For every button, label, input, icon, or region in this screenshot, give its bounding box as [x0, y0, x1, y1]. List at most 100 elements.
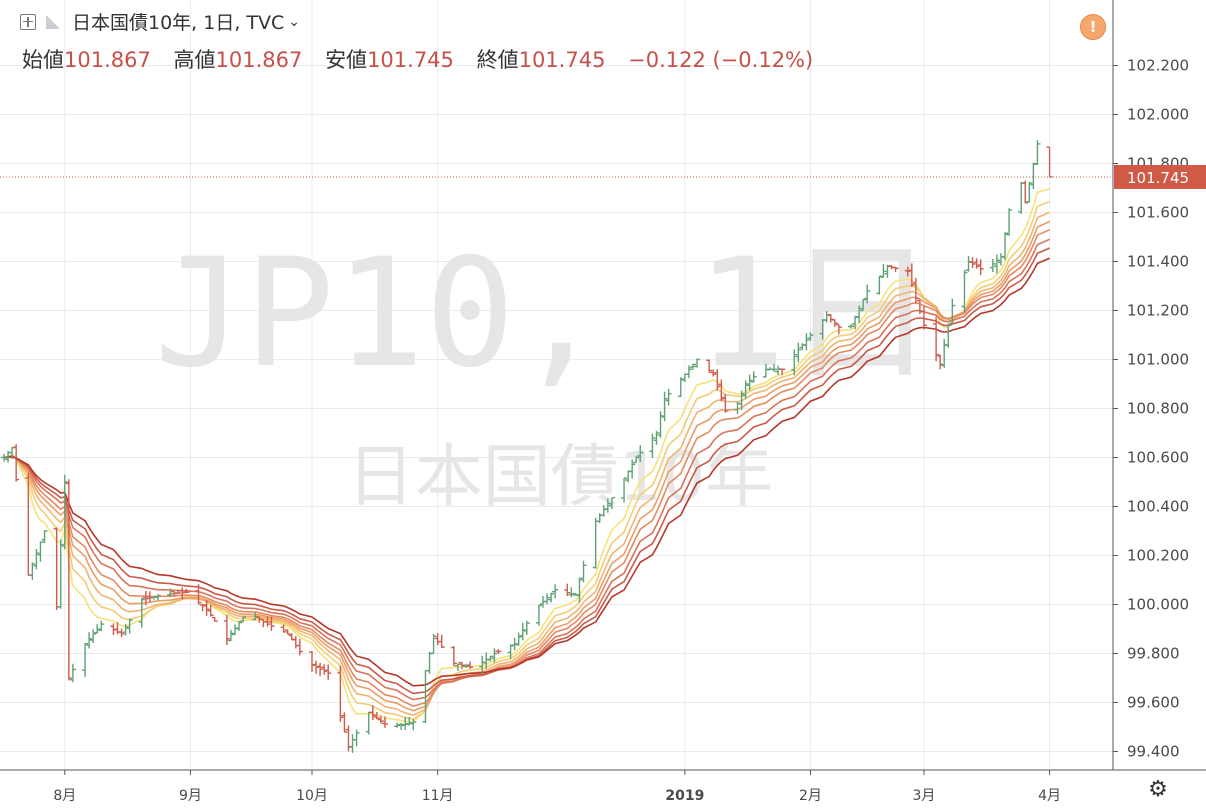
ohlc-bar	[37, 541, 44, 562]
ohlc-bar	[746, 374, 753, 391]
ohlc-bar	[880, 263, 887, 278]
ohlc-bar	[438, 634, 445, 648]
ohlc-bar	[296, 638, 303, 656]
ma-line	[3, 220, 1050, 712]
flag-icon[interactable]	[46, 14, 60, 29]
change-value: −0.122 (−0.12%)	[628, 48, 814, 72]
x-tick-label: 4月	[1038, 788, 1061, 804]
ohlc-bar	[207, 604, 214, 617]
ohlc-bar	[633, 456, 640, 464]
ohlc-bar	[94, 624, 101, 634]
ohlc-bar	[142, 590, 149, 606]
y-tick-label: 101.400	[1127, 253, 1189, 271]
ohlc-bar	[714, 369, 721, 391]
ohlc-bar	[1002, 232, 1008, 260]
ohlc-bar	[771, 363, 777, 372]
y-tick-label: 100.200	[1127, 547, 1189, 565]
ohlc-bar	[373, 711, 380, 720]
ohlc-bar	[993, 254, 1000, 274]
ohlc-bar	[325, 664, 332, 680]
ohlc-bar	[856, 305, 863, 323]
plus-square-icon[interactable]	[20, 13, 36, 30]
ohlc-bar	[122, 623, 129, 636]
ohlc-bar	[61, 474, 68, 550]
ohlc-bar	[552, 584, 559, 599]
chevron-down-icon[interactable]: ⌄	[288, 13, 301, 30]
ohlc-bar	[264, 616, 271, 627]
ohlc-bar	[317, 662, 324, 677]
ohlc-bar	[268, 616, 275, 631]
ohlc-bar	[750, 371, 757, 383]
ohlc-bar	[738, 390, 745, 411]
ohlc-bar	[876, 275, 883, 295]
ohlc-bar	[941, 338, 948, 368]
ohlc-bar	[65, 479, 72, 681]
y-tick-label: 102.200	[1127, 57, 1189, 75]
ohlc-bar	[126, 618, 133, 634]
ohlc-bar	[377, 715, 384, 724]
ohlc-bar	[450, 645, 457, 667]
ohlc-bar	[98, 620, 105, 632]
ohlc-bar	[240, 616, 247, 623]
ohlc-bar	[864, 284, 871, 304]
ohlc-bar	[341, 712, 348, 733]
ohlc-bar	[292, 636, 299, 649]
ohlc-bar	[1046, 146, 1053, 178]
gear-icon[interactable]: ⚙	[1148, 777, 1168, 802]
ohlc-bar	[937, 354, 944, 370]
ohlc-bar	[949, 298, 956, 324]
ohlc-bar	[908, 263, 915, 288]
ohlc-bar	[203, 600, 210, 616]
symbol-title[interactable]: 日本国債10年, 1日, TVC	[72, 12, 285, 34]
ohlc-bar	[349, 734, 356, 753]
ohlc-bar	[576, 577, 583, 603]
ohlc-bar	[608, 496, 615, 510]
ohlc-bar	[661, 391, 668, 422]
ohlc-bar	[977, 259, 984, 275]
ohlc-bar	[831, 319, 838, 328]
ohlc-bar	[434, 633, 441, 646]
x-tick-label: 11月	[422, 788, 454, 804]
x-tick-label: 9月	[179, 788, 202, 804]
low-label: 安値	[325, 48, 368, 72]
ohlc-bar	[677, 377, 684, 398]
ohlc-bar	[232, 624, 238, 636]
ohlc-bar	[973, 258, 980, 269]
warning-icon[interactable]: !	[1080, 14, 1106, 40]
ohlc-bar	[933, 316, 940, 362]
ohlc-bar	[637, 445, 644, 463]
ohlc-bar	[779, 368, 786, 376]
ohlc-bar	[629, 459, 636, 479]
ohlc-bar	[90, 629, 97, 644]
chart-header: 日本国債10年, 1日, TVC ⌄	[6, 8, 300, 35]
ohlc-bar	[989, 258, 996, 273]
y-tick-label: 99.600	[1127, 694, 1180, 712]
ohlc-bar	[742, 380, 749, 399]
ohlc-bar	[592, 517, 599, 569]
ohlc-bar	[535, 604, 542, 626]
ohlc-bar	[138, 597, 145, 628]
ohlc-bar	[321, 664, 328, 675]
high-label: 高値	[173, 48, 216, 72]
ohlc-bar	[710, 369, 717, 377]
y-tick-label: 100.000	[1127, 596, 1189, 614]
ohlc-bar	[223, 614, 230, 645]
ohlc-bar	[236, 620, 243, 631]
ohlc-bar	[722, 394, 729, 413]
y-tick-label: 101.600	[1127, 204, 1189, 222]
ohlc-bar	[284, 629, 291, 635]
ohlc-bar	[1034, 140, 1041, 166]
ohlc-bar	[227, 629, 234, 642]
ma-line	[3, 257, 1050, 687]
ohlc-bar	[580, 560, 587, 583]
x-tick-label: 2019	[665, 788, 704, 804]
ma-line	[3, 228, 1050, 707]
grid	[0, 0, 1113, 770]
ohlc-bar	[313, 660, 320, 674]
ohlc-legend: 始値101.867 高値101.867 安値101.745 終値101.745 …	[22, 44, 813, 74]
ohlc-bar	[848, 324, 854, 329]
x-tick-label: 2月	[799, 788, 822, 804]
ohlc-bar	[57, 539, 64, 609]
ohlc-bar	[175, 589, 182, 594]
